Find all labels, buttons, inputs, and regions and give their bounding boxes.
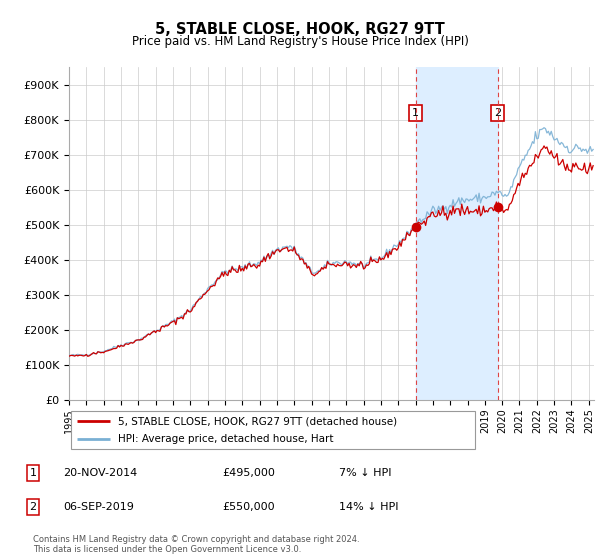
Text: Price paid vs. HM Land Registry's House Price Index (HPI): Price paid vs. HM Land Registry's House … bbox=[131, 35, 469, 48]
Text: 14% ↓ HPI: 14% ↓ HPI bbox=[339, 502, 398, 512]
Text: 06-SEP-2019: 06-SEP-2019 bbox=[63, 502, 134, 512]
Text: £550,000: £550,000 bbox=[222, 502, 275, 512]
Text: 2: 2 bbox=[29, 502, 37, 512]
Text: 20-NOV-2014: 20-NOV-2014 bbox=[63, 468, 137, 478]
Text: 1: 1 bbox=[29, 468, 37, 478]
Text: 7% ↓ HPI: 7% ↓ HPI bbox=[339, 468, 391, 478]
Text: 2: 2 bbox=[494, 108, 502, 118]
Text: 1: 1 bbox=[412, 108, 419, 118]
Text: 5, STABLE CLOSE, HOOK, RG27 9TT (detached house): 5, STABLE CLOSE, HOOK, RG27 9TT (detache… bbox=[118, 417, 397, 426]
Bar bbox=[416, 67, 498, 400]
FancyBboxPatch shape bbox=[71, 411, 475, 449]
Text: HPI: Average price, detached house, Hart: HPI: Average price, detached house, Hart bbox=[118, 434, 334, 444]
Text: Contains HM Land Registry data © Crown copyright and database right 2024.
This d: Contains HM Land Registry data © Crown c… bbox=[33, 535, 359, 554]
Text: £495,000: £495,000 bbox=[222, 468, 275, 478]
Text: 5, STABLE CLOSE, HOOK, RG27 9TT: 5, STABLE CLOSE, HOOK, RG27 9TT bbox=[155, 22, 445, 38]
